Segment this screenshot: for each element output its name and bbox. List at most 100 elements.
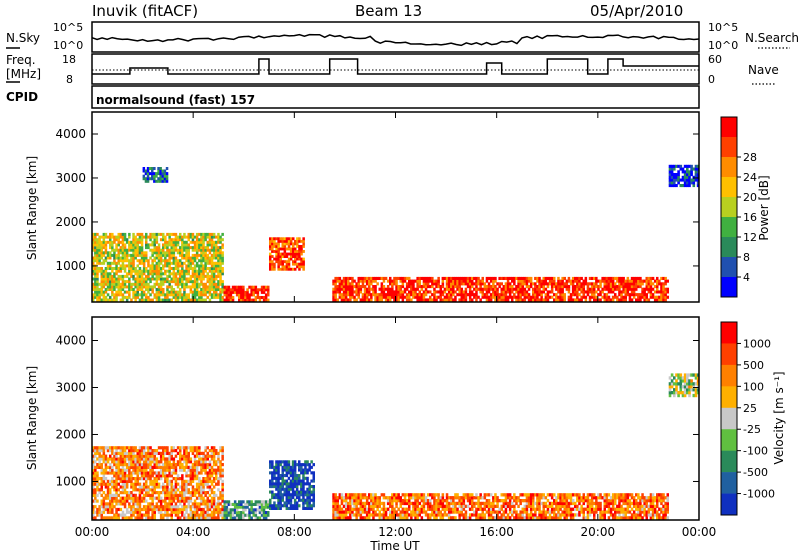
heatmap-cell <box>418 496 421 500</box>
heatmap-cell <box>164 259 167 263</box>
heatmap-cell <box>273 501 276 505</box>
heatmap-cell <box>181 295 184 299</box>
heatmap-cell <box>138 248 142 252</box>
heatmap-cell <box>92 232 95 236</box>
heatmap-cell <box>450 507 453 511</box>
heatmap-cell <box>630 276 634 280</box>
heatmap-cell <box>694 167 698 171</box>
heatmap-cell <box>210 288 214 291</box>
heatmap-cell <box>336 276 339 280</box>
heatmap-cell <box>523 279 527 283</box>
heatmap-cell <box>138 274 142 278</box>
heatmap-cell <box>166 446 169 450</box>
heatmap-cell <box>98 295 101 299</box>
heatmap-cell <box>664 282 667 286</box>
heatmap-cell <box>401 285 405 289</box>
heatmap-cell <box>630 290 634 294</box>
heatmap-cell <box>567 285 571 289</box>
heatmap-cell <box>275 487 278 491</box>
heatmap-cell <box>185 449 188 453</box>
heatmap-cell <box>429 507 432 511</box>
heatmap-cell <box>332 504 335 508</box>
heatmap-cell <box>183 277 186 281</box>
heatmap-cell <box>269 490 272 494</box>
heatmap-cell <box>595 298 598 302</box>
heatmap-cell <box>548 282 552 286</box>
heatmap-cell <box>238 288 241 292</box>
heatmap-cell <box>130 298 133 302</box>
heatmap-cell <box>106 449 110 453</box>
heatmap-cell <box>138 482 142 486</box>
heatmap-cell <box>368 290 371 294</box>
heatmap-cell <box>202 513 205 517</box>
heatmap-cell <box>298 504 301 508</box>
heatmap-cell <box>569 293 573 297</box>
heatmap-cell <box>134 510 137 514</box>
heatmap-cell <box>136 290 139 294</box>
heatmap-cell <box>439 287 442 291</box>
heatmap-cell <box>174 240 178 244</box>
heatmap-cell <box>677 170 680 174</box>
heatmap-cell <box>637 282 640 286</box>
heatmap-cell <box>296 242 299 246</box>
heatmap-cell <box>353 513 356 517</box>
heatmap-cell <box>293 468 297 472</box>
heatmap-cell <box>426 516 430 520</box>
heatmap-cell <box>111 274 114 278</box>
heatmap-cell <box>389 510 392 514</box>
heatmap-cell <box>308 493 311 497</box>
heatmap-cell <box>153 449 156 453</box>
heatmap-cell <box>223 293 226 297</box>
heatmap-cell <box>181 465 184 469</box>
heatmap-cell <box>145 269 148 273</box>
heatmap-cell <box>433 513 436 517</box>
heatmap-cell <box>368 298 371 302</box>
heatmap-cell <box>225 288 229 292</box>
heatmap-cell <box>221 510 224 514</box>
heatmap-cell <box>104 471 108 475</box>
heatmap-cell <box>593 290 596 294</box>
heatmap-cell <box>529 295 533 299</box>
colorbar-tick-label: 20 <box>743 191 757 204</box>
heatmap-cell <box>235 290 239 294</box>
heatmap-cell <box>536 295 539 299</box>
heatmap-cell <box>172 446 176 450</box>
heatmap-cell <box>94 477 97 481</box>
heatmap-cell <box>441 496 445 500</box>
heatmap-cell <box>115 269 118 273</box>
heatmap-cell <box>170 251 173 255</box>
heatmap-cell <box>119 269 123 273</box>
heatmap-cell <box>363 298 367 302</box>
heatmap-cell <box>372 496 375 500</box>
heatmap-cell <box>349 285 352 289</box>
heatmap-cell <box>165 172 169 176</box>
heatmap-cell <box>217 295 220 299</box>
heatmap-cell <box>618 298 621 302</box>
heatmap-cell <box>578 276 581 280</box>
heatmap-cell <box>418 493 421 497</box>
heatmap-cell <box>586 282 590 286</box>
heatmap-cell <box>130 285 133 289</box>
heatmap-cell <box>223 516 226 520</box>
heatmap-cell <box>204 460 207 464</box>
heatmap-cell <box>653 298 657 302</box>
heatmap-cell <box>170 471 173 475</box>
heatmap-cell <box>125 485 129 489</box>
heatmap-cell <box>183 269 186 273</box>
heatmap-cell <box>673 173 676 177</box>
heatmap-cell <box>658 290 661 294</box>
heatmap-cell <box>471 293 474 297</box>
heatmap-cell <box>439 499 442 503</box>
heatmap-cell <box>393 496 396 500</box>
heatmap-cell <box>622 279 625 283</box>
heatmap-cell <box>149 507 152 512</box>
heatmap-cell <box>408 298 411 302</box>
heatmap-cell <box>208 243 212 247</box>
heatmap-cell <box>399 279 402 283</box>
heatmap-cell <box>172 460 176 464</box>
heatmap-cell <box>542 279 545 283</box>
heatmap-cell <box>374 295 377 299</box>
heatmap-cell <box>94 468 97 472</box>
heatmap-cell <box>183 240 186 244</box>
heatmap-cell <box>200 468 203 472</box>
